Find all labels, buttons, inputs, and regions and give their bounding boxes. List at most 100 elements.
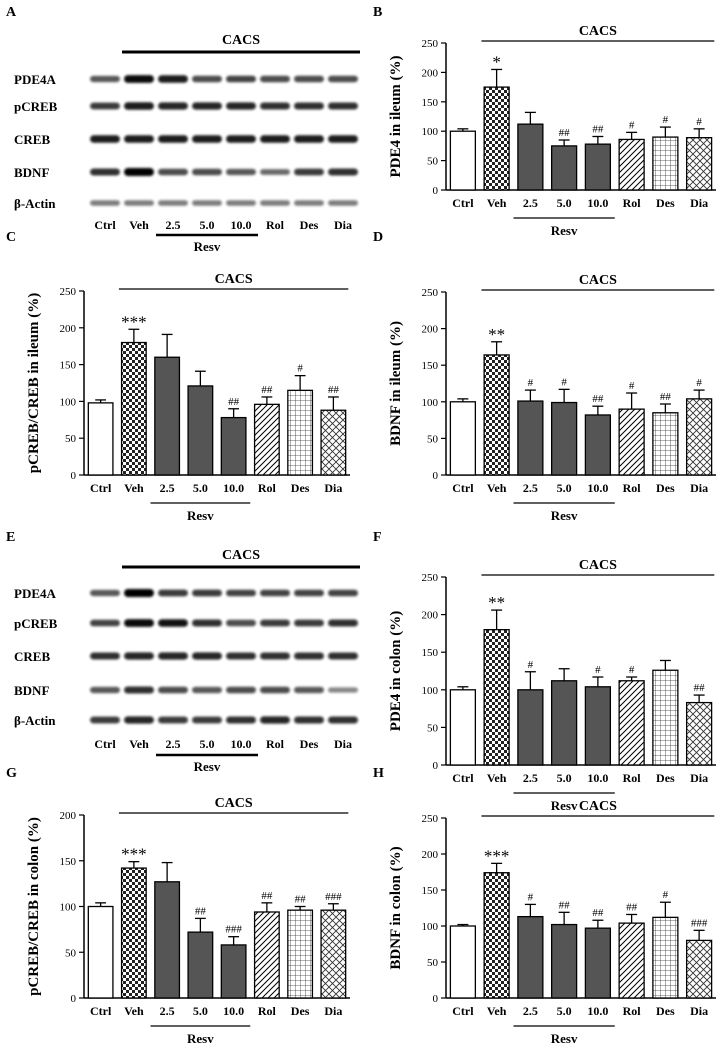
significance-mark: # — [528, 891, 534, 903]
significance-mark: # — [561, 376, 567, 388]
y-tick-label: 100 — [422, 126, 439, 138]
significance-mark: *** — [121, 845, 147, 864]
blot-band — [226, 619, 256, 627]
blot-band — [90, 200, 120, 206]
y-tick-label: 200 — [60, 323, 77, 335]
bar — [584, 414, 612, 476]
blot-band — [294, 168, 324, 176]
y-tick-label: 250 — [422, 287, 439, 299]
blot-band — [328, 168, 358, 176]
lane-label: Rol — [266, 218, 285, 232]
significance-mark: # — [663, 889, 669, 901]
y-tick-label: 200 — [422, 324, 439, 336]
significance-mark: ** — [488, 593, 505, 612]
y-tick-label: 150 — [422, 885, 439, 897]
bar — [87, 905, 114, 999]
y-tick-label: 100 — [60, 902, 77, 914]
cacs-label: CACS — [579, 273, 617, 288]
lane-label: Dia — [334, 218, 352, 232]
significance-mark: ## — [694, 682, 706, 694]
blot-band — [90, 589, 120, 597]
bar — [652, 136, 679, 191]
category-label: Veh — [487, 196, 507, 210]
bar — [483, 86, 510, 191]
category-label: Des — [291, 1004, 310, 1018]
category-label: Des — [656, 1004, 675, 1018]
bar — [449, 925, 477, 999]
blot-band — [192, 102, 222, 110]
protein-label: PDE4A — [14, 586, 57, 601]
category-label: 10.0 — [587, 1004, 608, 1018]
y-tick-label: 50 — [427, 433, 439, 445]
category-label: 5.0 — [557, 771, 572, 785]
category-label: 10.0 — [223, 1004, 244, 1018]
y-tick-label: 100 — [60, 396, 77, 408]
bar — [550, 680, 578, 766]
bar — [449, 689, 477, 766]
resv-label: Resv — [551, 223, 578, 238]
blot-band — [90, 75, 120, 83]
blot-band — [158, 168, 188, 176]
category-label: Ctrl — [452, 481, 474, 495]
bar — [253, 403, 280, 476]
y-tick-label: 150 — [60, 360, 77, 372]
significance-mark: ## — [660, 391, 672, 403]
category-label: Rol — [623, 771, 642, 785]
bar — [287, 909, 314, 999]
bar — [517, 123, 544, 191]
bar — [618, 138, 645, 191]
blot-band — [294, 200, 324, 206]
blot-band — [260, 200, 290, 206]
blot-band — [260, 75, 290, 83]
category-label: Des — [291, 481, 310, 495]
blot-band — [158, 652, 188, 660]
resv-label: Resv — [194, 759, 221, 774]
blot-band — [90, 135, 120, 143]
blot-band — [192, 686, 222, 694]
blot-band — [294, 652, 324, 660]
blot-band — [226, 135, 256, 143]
resv-label: Resv — [194, 239, 221, 254]
blot-band — [90, 619, 120, 627]
blot-band — [260, 135, 290, 143]
blot-band — [328, 619, 358, 627]
lane-label: 10.0 — [231, 737, 252, 751]
y-axis-label: BDNF in ileum (%) — [388, 321, 404, 446]
bar — [187, 931, 214, 999]
y-tick-label: 100 — [422, 397, 439, 409]
chart-panel-h: 0 50 100 150 200 250 BDNF in colon (%) Ctrl *** V… — [388, 799, 716, 1046]
bar — [618, 408, 645, 476]
y-tick-label: 100 — [422, 921, 439, 933]
category-label: Veh — [487, 1004, 507, 1018]
y-tick-label: 0 — [433, 185, 439, 197]
bar — [253, 911, 280, 999]
bar — [220, 944, 247, 999]
category-label: Ctrl — [452, 771, 474, 785]
significance-mark: # — [629, 119, 635, 131]
western-blot-e: CACS PDE4A pCREB CREB BDNF β-Actin Ctrl Veh 2.5 5… — [14, 548, 360, 774]
blot-band — [260, 716, 290, 724]
protein-label: β-Actin — [14, 713, 56, 728]
y-axis-label: pCREB/CREB in colon (%) — [26, 817, 42, 996]
resv-label: Resv — [551, 1031, 578, 1046]
bar — [120, 341, 147, 476]
panel-letter-d: D — [373, 230, 383, 245]
bar — [685, 939, 713, 999]
significance-mark: ### — [325, 891, 342, 903]
y-tick-label: 150 — [422, 647, 439, 659]
blot-band — [260, 102, 290, 110]
significance-mark: *** — [121, 312, 147, 331]
bar — [287, 389, 314, 476]
category-label: Rol — [258, 1004, 277, 1018]
blot-band — [294, 619, 324, 627]
blot-band — [294, 716, 324, 724]
category-label: 10.0 — [223, 481, 244, 495]
blot-band — [158, 716, 188, 724]
category-label: Rol — [623, 1004, 642, 1018]
bar — [652, 669, 679, 766]
blot-band — [192, 716, 222, 724]
lane-label: Veh — [129, 737, 149, 751]
significance-mark: ## — [328, 384, 340, 396]
blot-band — [158, 102, 188, 110]
category-label: 10.0 — [587, 196, 608, 210]
